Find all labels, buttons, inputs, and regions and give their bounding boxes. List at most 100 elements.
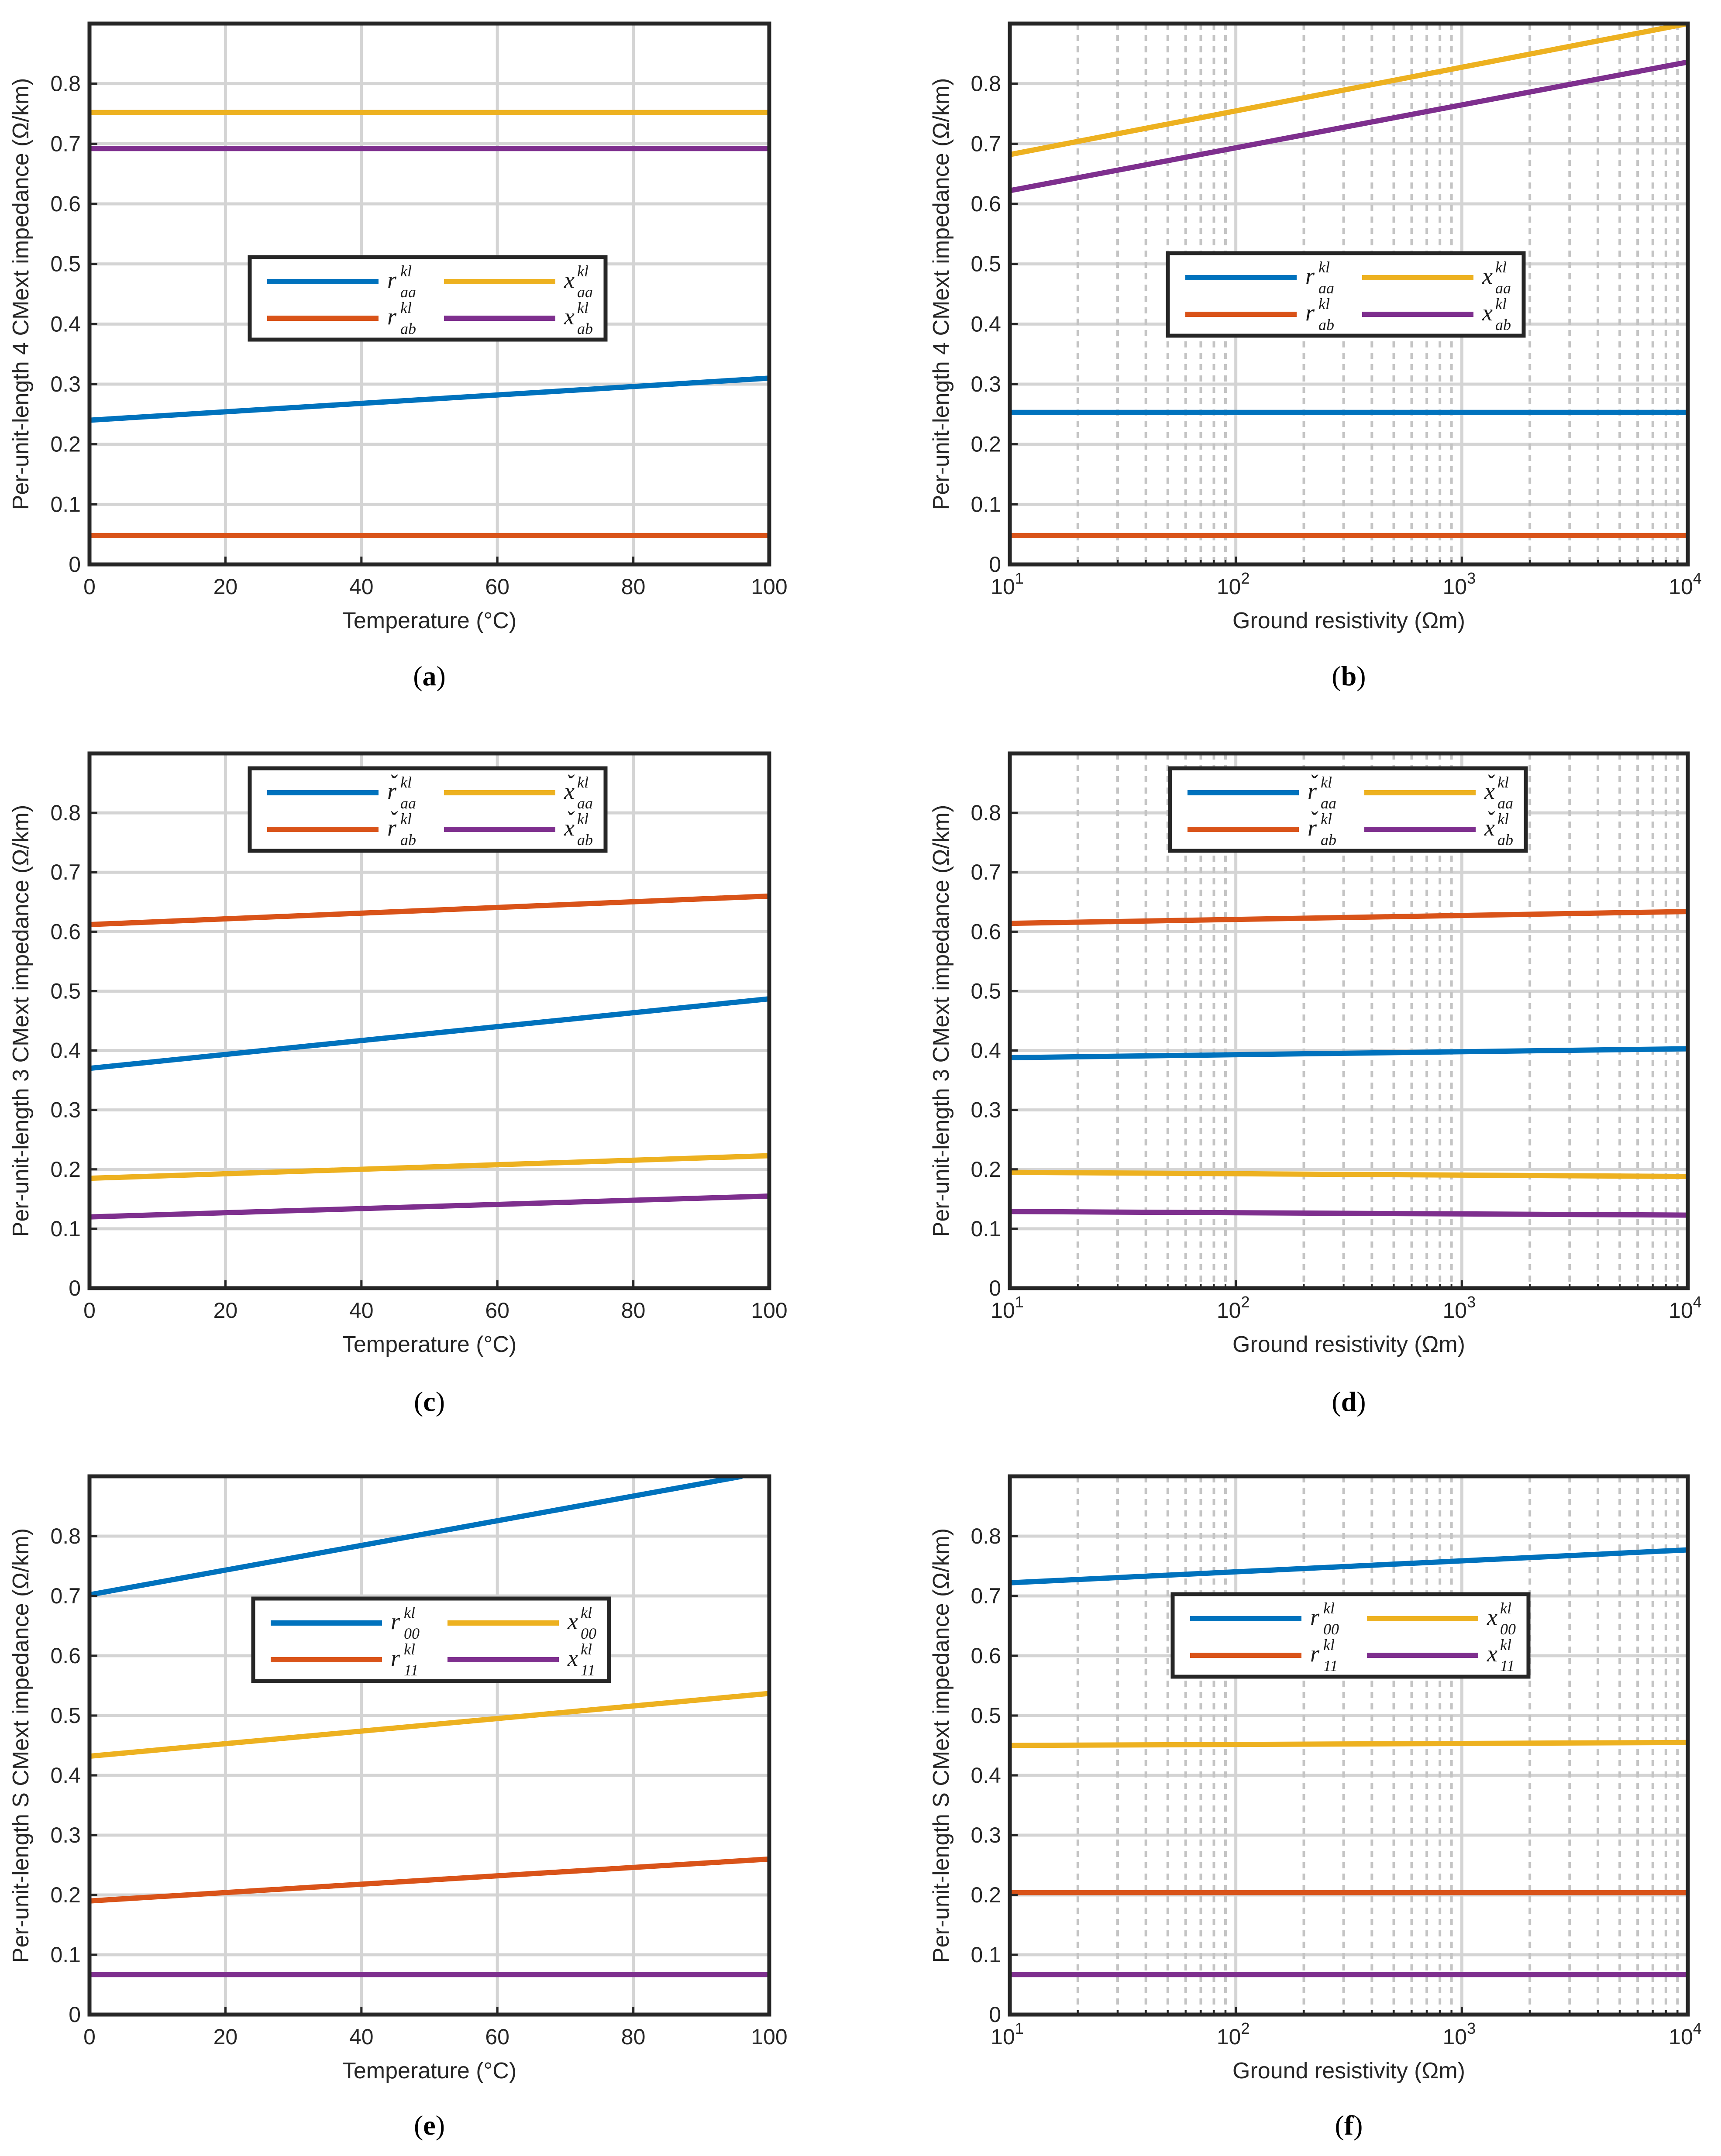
x-axis-label: Ground resistivity (Ωm) <box>1232 1332 1465 1357</box>
legend-subscript: 00 <box>1323 1620 1339 1638</box>
legend-box <box>248 766 608 853</box>
legend-entry: r kl aa <box>1185 258 1334 297</box>
legend-symbol: r <box>391 1645 400 1671</box>
legend-symbol: x <box>1484 815 1495 841</box>
y-tick-label: 0.8 <box>50 801 81 825</box>
x-tick-label: 80 <box>621 574 646 599</box>
legend-symbol: x <box>1484 778 1495 804</box>
legend-subscript: ab <box>577 320 593 337</box>
legend-superscript: kl <box>400 299 412 316</box>
y-tick-label: 0.7 <box>50 1584 81 1608</box>
panel-caption: (b) <box>1332 660 1366 691</box>
x-tick-label: 0 <box>83 1298 96 1323</box>
y-tick-label: 0.4 <box>971 1038 1001 1063</box>
panel-caption: (c) <box>414 1386 445 1417</box>
y-tick-label: 0.6 <box>971 1644 1001 1668</box>
y-tick-label: 0.7 <box>50 131 81 156</box>
ticks <box>88 83 771 566</box>
legend-symbol: r <box>1310 1604 1320 1630</box>
y-tick-label: 0.7 <box>971 860 1001 884</box>
y-tick-label: 0.6 <box>971 919 1001 944</box>
y-tick-label: 0.8 <box>50 1524 81 1548</box>
legend-entry: x kl 11 <box>1367 1636 1514 1675</box>
y-tick-label: 0.6 <box>50 919 81 944</box>
x-tick-label: 0 <box>83 574 96 599</box>
y-tick-label: 0.7 <box>971 131 1001 156</box>
y-tick-label: 0.5 <box>50 979 81 1003</box>
series-line-x_ab^kl <box>1010 59 1688 193</box>
y-tick-label: 0.5 <box>971 252 1001 276</box>
x-tick-label: 100 <box>751 2025 787 2049</box>
legend-superscript: kl <box>1497 774 1509 791</box>
panel-caption: (a) <box>413 660 446 691</box>
y-tick-label: 0.7 <box>50 860 81 884</box>
legend-entry: x kl 00 <box>447 1604 596 1642</box>
panel-caption: (d) <box>1332 1386 1366 1417</box>
legend-box <box>1168 766 1528 853</box>
legend-entry: x kl 11 <box>447 1640 595 1679</box>
axes-box <box>87 21 771 567</box>
legend-entry: x kl ab <box>444 299 593 337</box>
x-tick-label: 60 <box>485 2025 509 2049</box>
legend-subscript: 11 <box>1500 1657 1514 1675</box>
legend-accent: ˇ <box>389 807 398 833</box>
y-tick-label: 0.6 <box>971 192 1001 216</box>
y-axis-label: Per-unit-length S CMext impedance (Ω/km) <box>929 1528 954 1963</box>
legend-superscript: kl <box>1500 1599 1511 1617</box>
x-tick-label: 100 <box>751 574 787 599</box>
panel-d: 0 0.1 0.2 0.3 0.4 0.5 0.6 0.7 0.8 101 102 103 104 Gro… <box>929 751 1702 1417</box>
x-tick-label: 103 <box>1443 1293 1476 1323</box>
legend-accent: ˇ <box>1309 770 1318 796</box>
legend-symbol: r <box>387 267 397 293</box>
legend-symbol: x <box>1482 263 1493 289</box>
series-line-r_00^kl <box>1010 1547 1688 1585</box>
y-tick-label: 0.6 <box>50 192 81 216</box>
y-tick-label: 0.1 <box>971 492 1001 516</box>
axes-box <box>87 1474 771 2017</box>
panel-caption: (e) <box>414 2110 445 2141</box>
x-tick-label: 102 <box>1217 569 1250 599</box>
series-line-x̌_ab^kl <box>1010 1209 1688 1218</box>
legend-box <box>251 1596 611 1683</box>
legend-subscript: ab <box>1495 316 1511 334</box>
x-tick-label: 60 <box>485 1298 509 1323</box>
y-tick-label: 0.3 <box>50 372 81 396</box>
legend-symbol: r <box>1305 263 1315 289</box>
legend-symbol: r <box>1310 1640 1320 1667</box>
ticks <box>88 1535 771 2016</box>
legend-entry: ˇr kl ab <box>1187 807 1336 849</box>
legend-subscript: aa <box>1495 279 1511 297</box>
panel-caption: (f) <box>1335 2110 1363 2141</box>
series-line-ř_ab^kl <box>1010 909 1688 926</box>
y-tick-label: 0.5 <box>971 1703 1001 1728</box>
y-tick-label: 0.1 <box>971 1943 1001 1967</box>
series-line-r_00^kl <box>89 1476 743 1598</box>
x-axis-label: Temperature (°C) <box>342 2058 516 2084</box>
series-group <box>89 1476 769 1977</box>
legend-entry: r kl ab <box>267 299 416 337</box>
series-line-x_00^kl <box>89 1691 769 1759</box>
y-tick-label: 0 <box>989 1276 1001 1300</box>
x-tick-label: 100 <box>751 1298 787 1323</box>
legend-entry: x kl 00 <box>1367 1599 1516 1638</box>
legend-superscript: kl <box>577 774 589 791</box>
x-tick-label: 101 <box>991 1293 1024 1323</box>
series-group <box>89 110 769 538</box>
legend-subscript: 11 <box>404 1661 418 1679</box>
x-tick-label: 20 <box>213 2025 238 2049</box>
legend-subscript: aa <box>577 283 593 301</box>
legend-subscript: aa <box>1497 794 1513 812</box>
y-tick-label: 0.8 <box>50 72 81 96</box>
legend-subscript: aa <box>400 283 416 301</box>
grid <box>1010 1476 1688 2015</box>
legend-subscript: 00 <box>581 1625 596 1642</box>
legend-superscript: kl <box>1323 1636 1335 1654</box>
legend-entry: x kl aa <box>444 262 593 301</box>
legend-entry: ˇr kl aa <box>1187 770 1336 812</box>
y-tick-label: 0.3 <box>971 1823 1001 1847</box>
legend-subscript: ab <box>1497 831 1513 849</box>
y-tick-label: 0.2 <box>971 1157 1001 1182</box>
y-tick-label: 0 <box>69 552 81 577</box>
legend-symbol: x <box>567 1608 578 1634</box>
